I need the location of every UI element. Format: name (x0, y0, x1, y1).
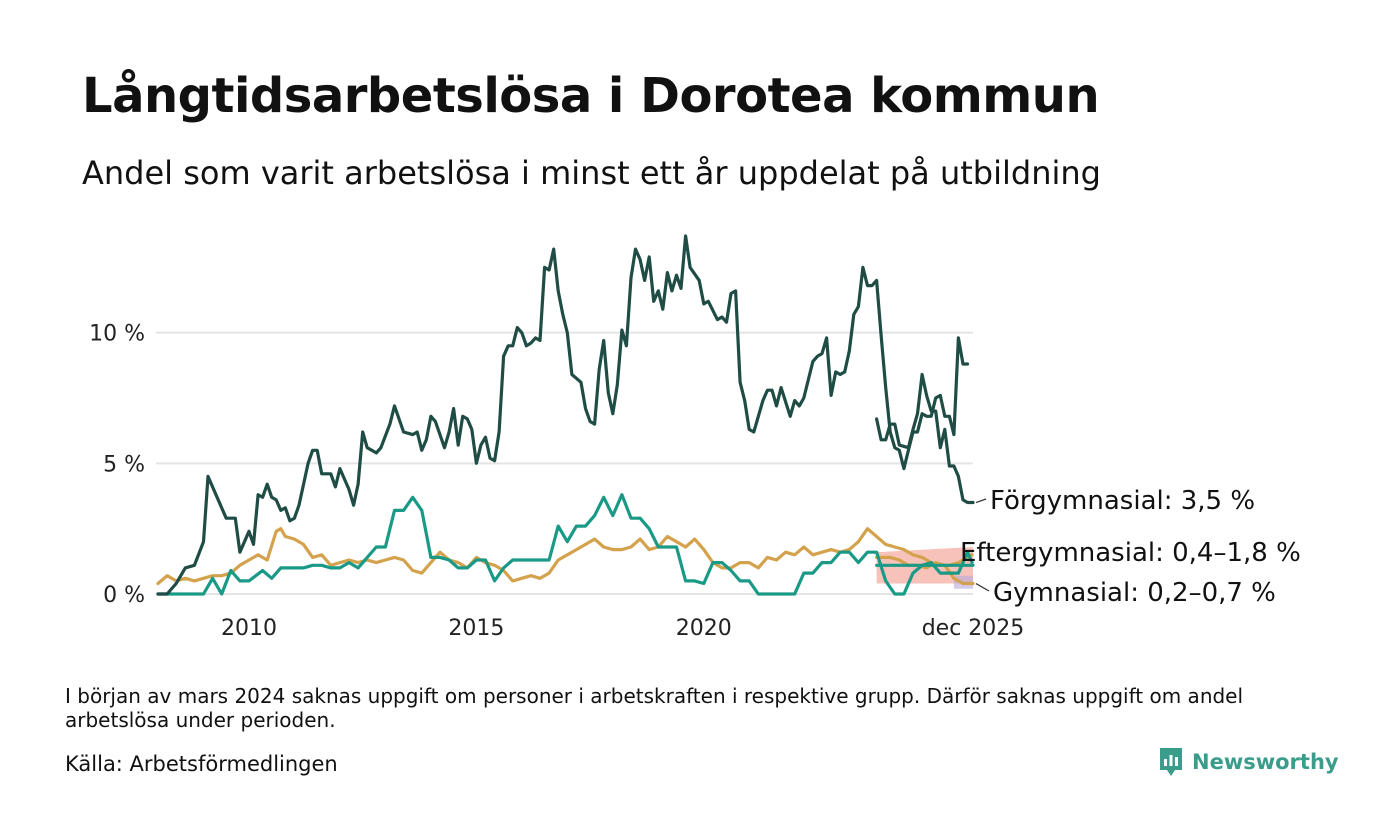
newsworthy-logo[interactable]: Newsworthy (1158, 746, 1339, 778)
brand-name: Newsworthy (1192, 750, 1339, 774)
series-layer (156, 234, 975, 596)
series-line (156, 493, 974, 596)
newsworthy-logo-icon (1160, 748, 1182, 776)
grid-layer (156, 331, 973, 595)
label-layer: Förgymnasial: 3,5 % Eftergymnasial: 0,4–1… (960, 486, 1301, 608)
series-end-label: Förgymnasial: 3,5 % (990, 486, 1255, 516)
chart-title: Långtidsarbetslösa i Dorotea kommun (82, 68, 1100, 124)
chart-subtitle: Andel som varit arbetslösa i minst ett å… (82, 154, 1101, 192)
y-tick-label: 0 % (103, 583, 145, 608)
label-leader-line (975, 583, 990, 592)
axis-layer: 0 % 5 % 10 % 2010 2015 2020 dec 2025 (89, 322, 1024, 641)
y-tick-label: 10 % (89, 322, 145, 347)
x-tick-label: 2010 (221, 616, 277, 641)
footnote: I början av mars 2024 saknas uppgift om … (65, 684, 1244, 732)
series-end-label: Eftergymnasial: 0,4–1,8 % (960, 538, 1301, 568)
source-text: Källa: Arbetsförmedlingen (65, 752, 338, 776)
label-leader-line (975, 498, 987, 504)
x-tick-label: 2020 (676, 616, 732, 641)
series-line (156, 234, 970, 596)
series-line (875, 555, 975, 586)
x-tick-label: 2015 (448, 616, 504, 641)
x-tick-label: dec 2025 (922, 616, 1025, 641)
series-line (875, 372, 975, 505)
y-tick-label: 5 % (103, 452, 145, 477)
series-end-label: Gymnasial: 0,2–0,7 % (993, 578, 1276, 608)
